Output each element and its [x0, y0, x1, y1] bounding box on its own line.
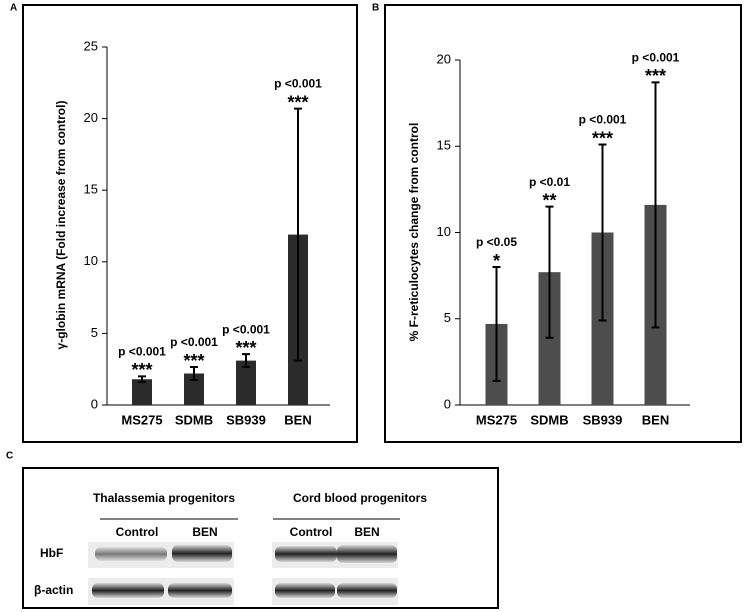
- y-tick-label: 10: [84, 253, 98, 268]
- group-label: Cord blood progenitors: [293, 491, 427, 505]
- panel-frame: [22, 467, 499, 609]
- error-bar: [138, 375, 146, 384]
- panel-label: A: [10, 3, 17, 14]
- y-tick-label: 25: [84, 38, 98, 53]
- significance-stars: ***: [235, 338, 256, 358]
- y-axis-label: γ-globin mRNA (Fold increase from contro…: [54, 101, 68, 350]
- bar: [132, 379, 152, 405]
- y-axis-label: % F-reticulocytes change from control: [407, 123, 421, 342]
- error-bar: [598, 143, 607, 322]
- error-bar: [545, 205, 554, 339]
- y-tick-label: 0: [444, 396, 451, 411]
- bar: [184, 373, 204, 405]
- category-label: SB939: [226, 412, 266, 427]
- panel-label: C: [6, 451, 13, 462]
- significance-stars: ***: [645, 66, 666, 86]
- y-tick-label: 20: [437, 51, 451, 66]
- panel-label: B: [372, 3, 379, 14]
- p-value-label: p <0.001: [579, 113, 627, 127]
- y-tick-label: 5: [91, 325, 98, 340]
- significance-stars: ***: [592, 128, 613, 148]
- lane-label: Control: [290, 525, 333, 539]
- category-label: BEN: [642, 412, 669, 427]
- significance-stars: **: [542, 190, 556, 210]
- error-bar: [294, 107, 302, 362]
- p-value-label: p <0.01: [529, 175, 570, 189]
- error-bar: [242, 353, 250, 369]
- lane-label: BEN: [354, 525, 379, 539]
- p-value-label: p <0.001: [274, 77, 322, 91]
- blot-image: [88, 542, 398, 605]
- significance-stars: ***: [183, 351, 204, 371]
- y-tick-label: 15: [84, 182, 98, 197]
- lane-label: Control: [116, 525, 159, 539]
- error-bar: [190, 366, 198, 381]
- y-tick-label: 20: [84, 110, 98, 125]
- significance-stars: ***: [131, 360, 152, 380]
- panel-frame: [22, 4, 358, 443]
- lane-label: BEN: [192, 525, 217, 539]
- category-label: MS275: [476, 412, 517, 427]
- significance-stars: *: [493, 251, 500, 271]
- category-label: BEN: [284, 412, 311, 427]
- bar: [236, 360, 256, 405]
- p-value-label: p <0.001: [222, 322, 270, 336]
- p-value-label: p <0.001: [632, 51, 680, 65]
- error-bar: [651, 81, 660, 329]
- category-label: SDMB: [530, 412, 568, 427]
- error-bar: [492, 266, 501, 382]
- p-value-label: p <0.001: [170, 335, 218, 349]
- group-label: Thalassemia progenitors: [93, 491, 235, 505]
- y-tick-label: 5: [444, 310, 451, 325]
- row-label: HbF: [40, 546, 63, 560]
- y-tick-label: 10: [437, 224, 451, 239]
- category-label: SDMB: [175, 412, 213, 427]
- y-tick-label: 0: [91, 396, 98, 411]
- category-label: SB939: [583, 412, 623, 427]
- p-value-label: p <0.05: [476, 235, 517, 249]
- panel-frame: [384, 4, 742, 443]
- row-label: β-actin: [34, 583, 73, 597]
- significance-stars: ***: [287, 92, 308, 112]
- y-tick-label: 15: [437, 138, 451, 153]
- p-value-label: p <0.001: [118, 345, 166, 359]
- category-label: MS275: [121, 412, 162, 427]
